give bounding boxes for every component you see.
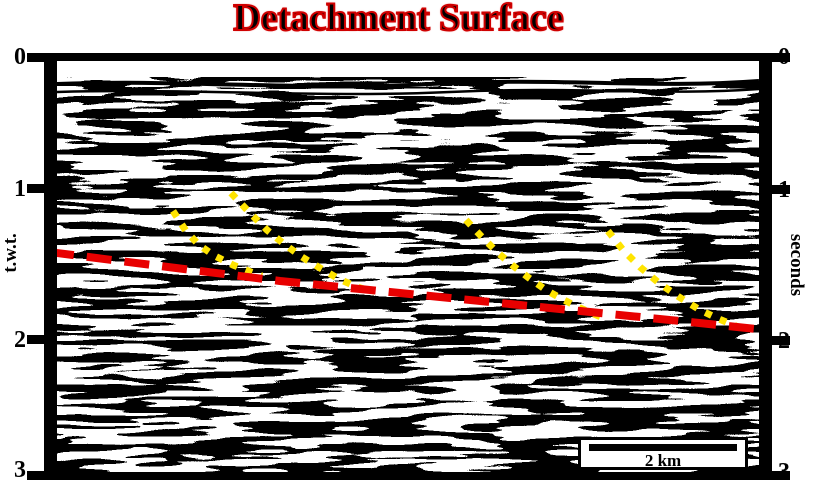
- shallow-reflector: [57, 87, 759, 96]
- tick-right-0: [771, 53, 790, 62]
- figure-title: Detachment Surface: [232, 0, 564, 40]
- tick-left-0: [27, 53, 46, 62]
- fault-line-2: [228, 190, 375, 296]
- tick-right-3: [771, 471, 790, 480]
- tick-right-2: [771, 336, 790, 345]
- tick-left-1: [27, 184, 46, 193]
- seafloor-reflector: [57, 79, 759, 89]
- tick-label-right-2: 2: [778, 328, 790, 354]
- tick-label-right-0: 0: [778, 44, 790, 70]
- top-white-strip: [57, 61, 759, 77]
- tick-left-3: [27, 471, 46, 480]
- scale-bar: 2 km: [578, 437, 748, 470]
- fault-line-3: [463, 217, 603, 321]
- tick-label-right-1: 1: [778, 177, 790, 203]
- seismic-section-image: [57, 61, 759, 472]
- fault-line-1: [170, 209, 264, 280]
- tick-label-left-2: 2: [14, 327, 26, 353]
- tick-label-left-3: 3: [14, 457, 26, 483]
- tick-label-left-0: 0: [14, 44, 26, 70]
- tick-left-2: [27, 335, 46, 344]
- tick-right-1: [771, 185, 790, 194]
- scale-bar-rule: [589, 444, 737, 451]
- detachment-line: [57, 248, 759, 334]
- tick-label-right-3: 3: [778, 459, 790, 485]
- tick-label-left-1: 1: [14, 176, 26, 202]
- left-axis-title: t.w.t.: [0, 233, 21, 273]
- scale-bar-label: 2 km: [644, 451, 682, 470]
- fault-line-4: [605, 228, 740, 331]
- right-axis-title: seconds: [786, 233, 807, 297]
